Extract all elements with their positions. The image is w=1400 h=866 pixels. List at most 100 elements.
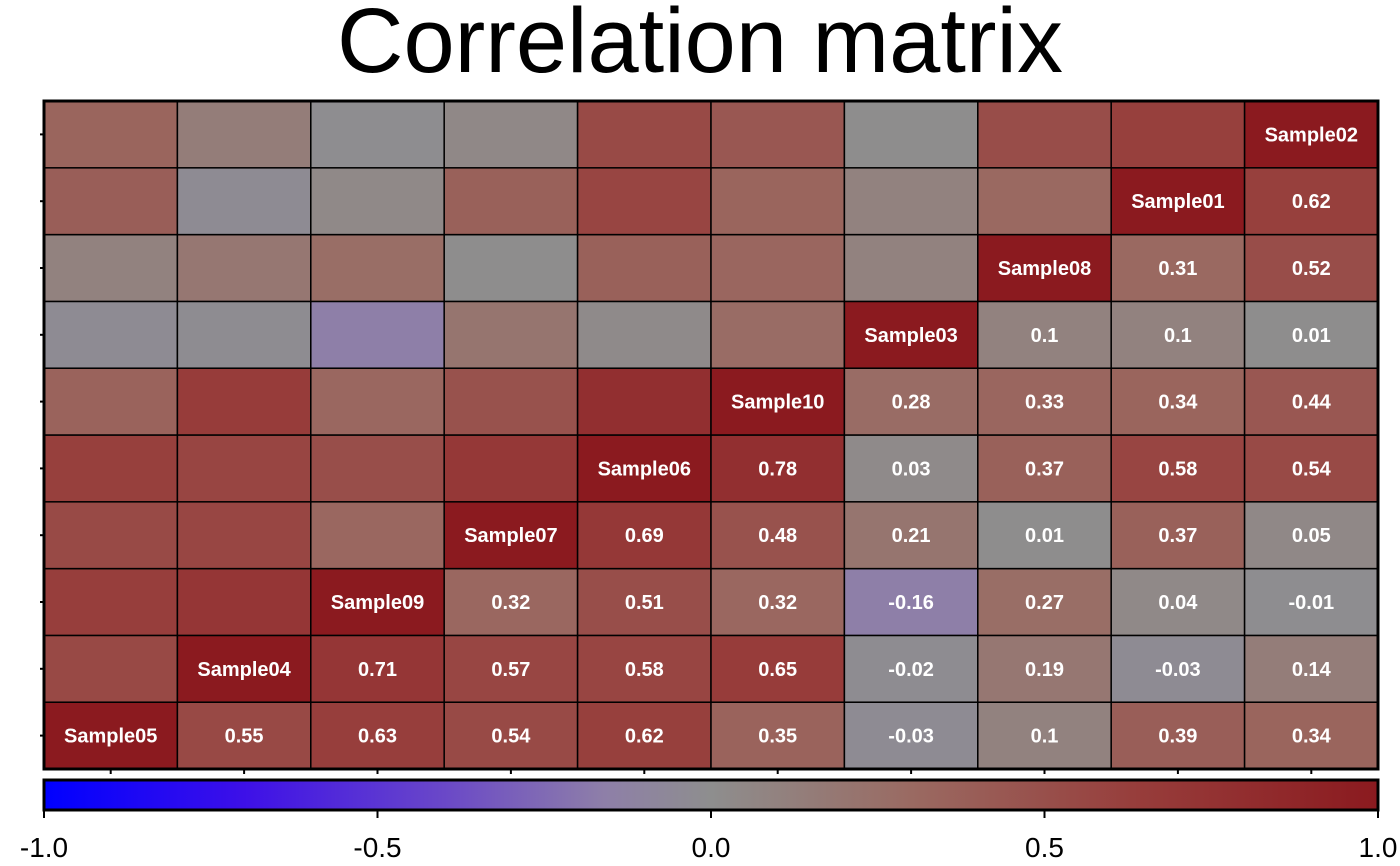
- heatmap-cell: [576, 300, 712, 369]
- heatmap-cells: Sample05 0.55 0.63 0.54 0.62 0.35 -0.03 0.1 0.39…: [43, 100, 1379, 770]
- cell-value-label: -0.03: [1155, 659, 1201, 681]
- cell-value-label: -0.02: [888, 659, 934, 681]
- cell-value-label: 0.54: [1292, 458, 1332, 480]
- diagonal-sample-label: Sample04: [197, 659, 291, 681]
- heatmap-cell: [1110, 434, 1246, 503]
- heatmap-cell: [1243, 233, 1379, 303]
- heatmap-cell: [443, 100, 579, 169]
- heatmap-cell: [977, 434, 1112, 503]
- diagonal-sample-label: Sample02: [1265, 124, 1358, 146]
- colorbar-tick-label: 1.0: [1359, 832, 1398, 863]
- cell-value-label: 0.71: [358, 659, 397, 681]
- heatmap-cell: [310, 567, 445, 637]
- heatmap-cell: [843, 434, 979, 503]
- heatmap-cell: [576, 434, 712, 503]
- diagonal-sample-label: Sample06: [598, 458, 691, 480]
- heatmap-cell: [843, 300, 979, 369]
- heatmap-cell: [1110, 167, 1246, 236]
- cell-value-label: 0.78: [758, 458, 797, 480]
- diagonal-sample-label: Sample05: [64, 726, 157, 748]
- cell-value-label: 0.57: [491, 659, 530, 681]
- heatmap-cell: [576, 167, 712, 236]
- cell-value-label: 0.52: [1292, 258, 1331, 280]
- diagonal-sample-label: Sample10: [731, 392, 824, 414]
- cell-value-label: 0.58: [625, 659, 664, 681]
- heatmap-cell: [843, 567, 979, 637]
- cell-value-label: 0.34: [1158, 392, 1198, 414]
- heatmap-cell: [843, 167, 979, 236]
- heatmap-cell: [710, 634, 846, 703]
- cell-value-label: 0.37: [1158, 525, 1197, 547]
- cell-value-label: 0.39: [1158, 726, 1197, 748]
- cell-value-label: 0.04: [1158, 592, 1198, 614]
- heatmap-cell: [176, 300, 312, 369]
- diagonal-sample-label: Sample09: [331, 592, 424, 614]
- heatmap-cell: [1110, 567, 1246, 637]
- heatmap-cell: [843, 634, 979, 703]
- chart-title: Correlation matrix: [337, 0, 1063, 92]
- heatmap-cell: [977, 300, 1112, 369]
- heatmap-cell: [977, 701, 1112, 770]
- heatmap-cell: [843, 233, 979, 303]
- heatmap-cell: [1243, 167, 1379, 236]
- heatmap-cell: [443, 300, 579, 369]
- heatmap-cell: [710, 233, 846, 303]
- heatmap-cell: [43, 300, 179, 369]
- heatmap-cell: [1110, 634, 1246, 703]
- cell-value-label: 0.37: [1025, 458, 1064, 480]
- cell-value-label: 0.01: [1025, 525, 1064, 547]
- heatmap-cell: [310, 634, 445, 703]
- heatmap-cell: [43, 367, 179, 436]
- heatmap-cell: [576, 634, 712, 703]
- heatmap-cell: [43, 167, 179, 236]
- heatmap-cell: [576, 567, 712, 637]
- cell-value-label: 0.19: [1025, 659, 1064, 681]
- cell-value-label: 0.65: [758, 659, 797, 681]
- heatmap-cell: [843, 501, 979, 570]
- cell-value-label: 0.1: [1164, 325, 1192, 347]
- heatmap-cell: [1243, 634, 1379, 703]
- heatmap-cell: [43, 233, 179, 303]
- diagonal-sample-label: Sample08: [998, 258, 1091, 280]
- cell-value-label: 0.63: [358, 726, 397, 748]
- heatmap-cell: [43, 100, 179, 169]
- cell-value-label: 0.58: [1158, 458, 1197, 480]
- cell-value-label: 0.05: [1292, 525, 1331, 547]
- cell-value-label: -0.03: [888, 726, 934, 748]
- heatmap-cell: [1110, 100, 1246, 169]
- heatmap-cell: [443, 634, 579, 703]
- plot-frame: [40, 99, 1380, 774]
- cell-value-label: 0.54: [491, 726, 531, 748]
- heatmap-cell: [843, 100, 979, 169]
- heatmap-cell: [176, 167, 312, 236]
- diagonal-sample-label: Sample03: [864, 325, 957, 347]
- cell-value-label: 0.62: [625, 726, 664, 748]
- cell-value-label: 0.62: [1292, 191, 1331, 213]
- heatmap-cell: [176, 501, 312, 570]
- cell-value-label: 0.69: [625, 525, 664, 547]
- heatmap-cell: [710, 167, 846, 236]
- cell-value-label: 0.21: [892, 525, 931, 547]
- cell-value-label: 0.1: [1031, 325, 1059, 347]
- heatmap-cell: [977, 100, 1112, 169]
- cell-value-label: 0.35: [758, 726, 797, 748]
- heatmap-cell: [43, 501, 179, 570]
- cell-value-label: 0.03: [892, 458, 931, 480]
- heatmap-cell: [1243, 100, 1379, 169]
- colorbar-tick-label: -1.0: [20, 832, 68, 863]
- heatmap-cell: [310, 167, 445, 236]
- cell-value-label: 0.01: [1292, 325, 1331, 347]
- cell-value-label: 0.55: [225, 726, 264, 748]
- cell-value-label: 0.32: [758, 592, 797, 614]
- heatmap-cell: [310, 434, 445, 503]
- heatmap-cell: [1110, 367, 1246, 436]
- heatmap-cell: [576, 100, 712, 169]
- diagonal-sample-label: Sample01: [1131, 191, 1224, 213]
- heatmap-cell: [710, 300, 846, 369]
- cell-value-label: 0.44: [1292, 392, 1332, 414]
- heatmap-cell: [1110, 501, 1246, 570]
- cell-value-label: 0.32: [491, 592, 530, 614]
- cell-value-label: 0.1: [1031, 726, 1059, 748]
- heatmap-cell: [310, 300, 445, 369]
- heatmap-cell: [176, 634, 312, 703]
